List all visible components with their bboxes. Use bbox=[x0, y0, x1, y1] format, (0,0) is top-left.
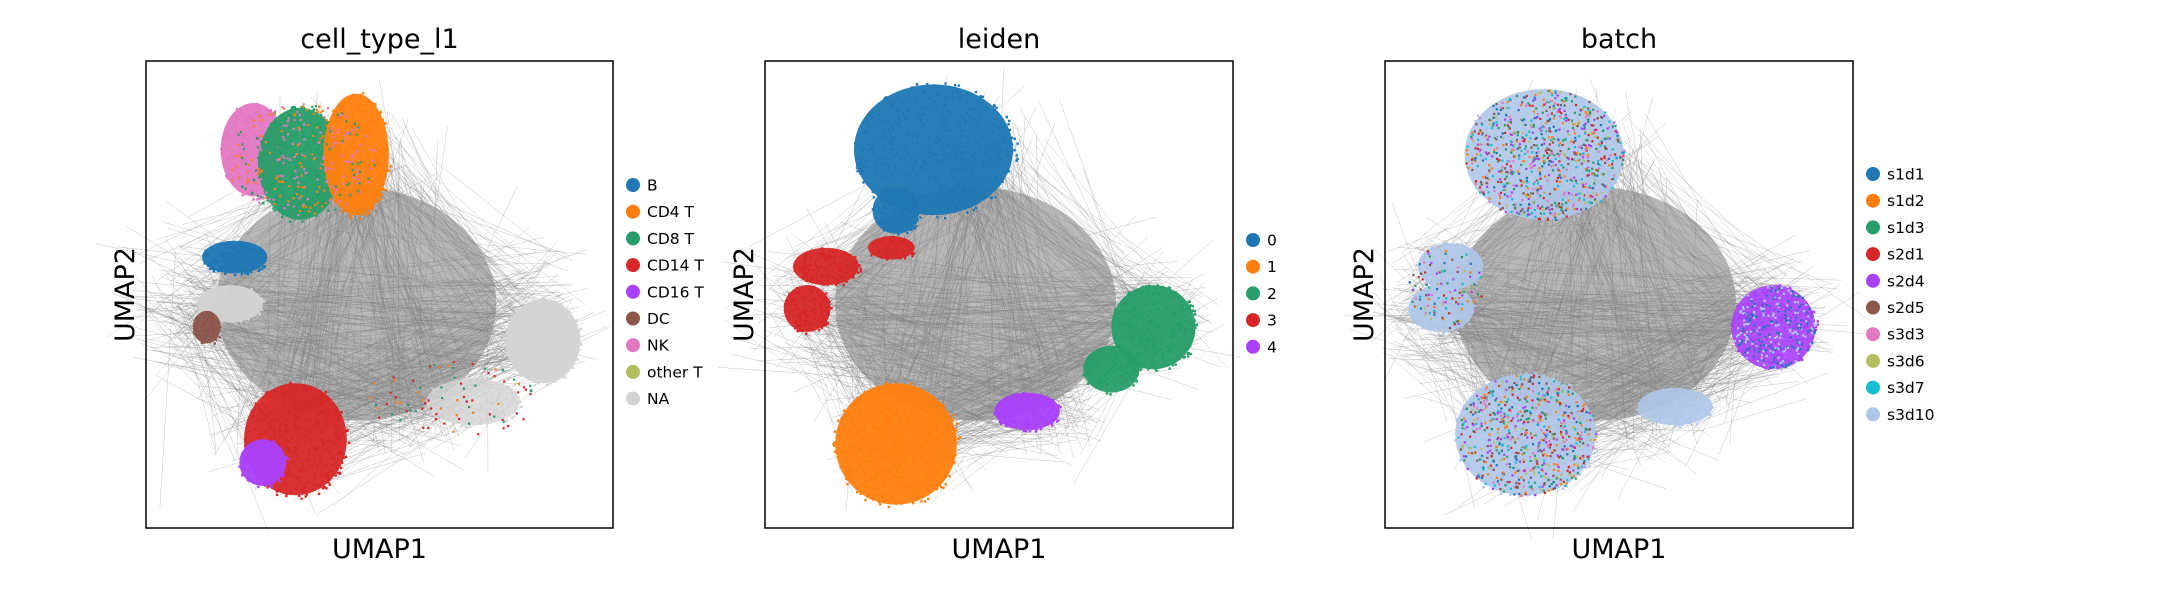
legend-label: 1 bbox=[1267, 258, 1277, 276]
legend-label: s3d7 bbox=[1887, 379, 1925, 397]
legend-label: CD8 T bbox=[647, 230, 695, 248]
legend-marker bbox=[626, 391, 640, 406]
legend-label: NK bbox=[647, 337, 670, 355]
legend-label: DC bbox=[647, 310, 670, 328]
legend-label: s2d4 bbox=[1887, 272, 1925, 290]
x-axis-label: UMAP1 bbox=[1572, 534, 1667, 565]
y-axis-label: UMAP2 bbox=[729, 247, 760, 342]
legend-marker bbox=[1866, 380, 1880, 395]
legend-label: s3d10 bbox=[1887, 406, 1935, 424]
y-axis-label: UMAP2 bbox=[110, 247, 141, 342]
legend-label: CD14 T bbox=[647, 257, 704, 275]
legend-marker bbox=[1246, 233, 1260, 247]
panel-title: leiden bbox=[958, 24, 1040, 55]
legend-marker bbox=[626, 311, 640, 326]
legend-marker bbox=[1866, 407, 1880, 422]
legend-marker bbox=[1866, 327, 1880, 342]
legend-label: CD4 T bbox=[647, 203, 695, 221]
legend-label: s1d3 bbox=[1887, 219, 1925, 237]
plot-frame bbox=[764, 60, 1234, 529]
legend-marker bbox=[1866, 273, 1880, 288]
y-axis-label: UMAP2 bbox=[1349, 247, 1380, 342]
panel-title: batch bbox=[1581, 24, 1657, 55]
legend-label: s3d6 bbox=[1887, 352, 1925, 370]
legend-label: 0 bbox=[1267, 232, 1277, 250]
legend: 0 1 2 3 4 bbox=[1246, 232, 1277, 356]
legend-label: NA bbox=[647, 390, 670, 408]
plot-frame bbox=[145, 60, 614, 529]
legend-label: B bbox=[647, 177, 658, 195]
scatter-points bbox=[1344, 78, 1874, 539]
umap-panel-1: cell_type_l1 UMAP1 UMAP2 B CD4 T CD8 T CD14 T C… bbox=[95, 24, 704, 565]
legend-marker bbox=[1866, 300, 1880, 315]
legend-marker bbox=[626, 364, 640, 379]
x-axis-label: UMAP1 bbox=[952, 534, 1047, 565]
legend-label: s2d5 bbox=[1887, 299, 1925, 317]
scatter-points bbox=[718, 68, 1241, 511]
legend-marker bbox=[1866, 193, 1880, 208]
legend-marker bbox=[626, 231, 640, 246]
legend-label: s3d3 bbox=[1887, 326, 1925, 344]
legend-marker bbox=[1246, 339, 1260, 354]
legend-label: s1d1 bbox=[1887, 166, 1925, 184]
legend-label: other T bbox=[647, 363, 703, 381]
legend-marker bbox=[1246, 259, 1260, 274]
x-axis-label: UMAP1 bbox=[332, 534, 427, 565]
umap-panel-2: leiden UMAP1 UMAP2 0 1 2 3 4 bbox=[718, 24, 1277, 565]
legend-marker bbox=[1246, 286, 1260, 301]
legend: B CD4 T CD8 T CD14 T CD16 T DC NK other T NA bbox=[626, 177, 704, 408]
legend-marker bbox=[1866, 247, 1880, 262]
umap-panel-3: batchUMAP1UMAP2s1d1s1d2s1d3s2d1s2d4s2d5s… bbox=[1344, 24, 1935, 565]
legend-label: 3 bbox=[1267, 312, 1277, 330]
legend-label: 4 bbox=[1267, 338, 1277, 356]
plot-frame bbox=[1384, 60, 1854, 529]
legend-marker bbox=[626, 178, 640, 192]
legend-marker bbox=[626, 258, 640, 273]
legend-marker bbox=[626, 338, 640, 353]
legend-label: s1d2 bbox=[1887, 192, 1925, 210]
panel-title: cell_type_l1 bbox=[300, 24, 458, 55]
legend-marker bbox=[626, 284, 640, 299]
legend-label: s2d1 bbox=[1887, 246, 1925, 264]
legend-marker bbox=[626, 204, 640, 219]
legend-label: CD16 T bbox=[647, 283, 704, 301]
scatter-points bbox=[95, 80, 610, 530]
legend: s1d1 s1d2 s1d3 s2d1 s2d4 s2d5 s3d3 s3d6 s3d7 s3d1… bbox=[1866, 166, 1935, 424]
legend-marker bbox=[1866, 220, 1880, 235]
legend-marker bbox=[1246, 313, 1260, 328]
legend-marker bbox=[1866, 167, 1880, 181]
legend-marker bbox=[1866, 353, 1880, 368]
legend-label: 2 bbox=[1267, 285, 1277, 303]
